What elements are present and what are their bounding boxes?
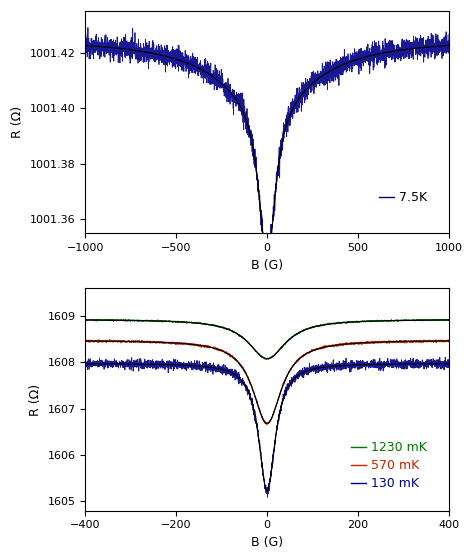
X-axis label: B (G): B (G) xyxy=(251,536,283,549)
Legend: 7.5K: 7.5K xyxy=(374,186,432,209)
Y-axis label: R (Ω): R (Ω) xyxy=(11,106,24,138)
Y-axis label: R (Ω): R (Ω) xyxy=(29,384,42,416)
Legend: 1230 mK, 570 mK, 130 mK: 1230 mK, 570 mK, 130 mK xyxy=(346,436,432,496)
X-axis label: B (G): B (G) xyxy=(251,259,283,272)
